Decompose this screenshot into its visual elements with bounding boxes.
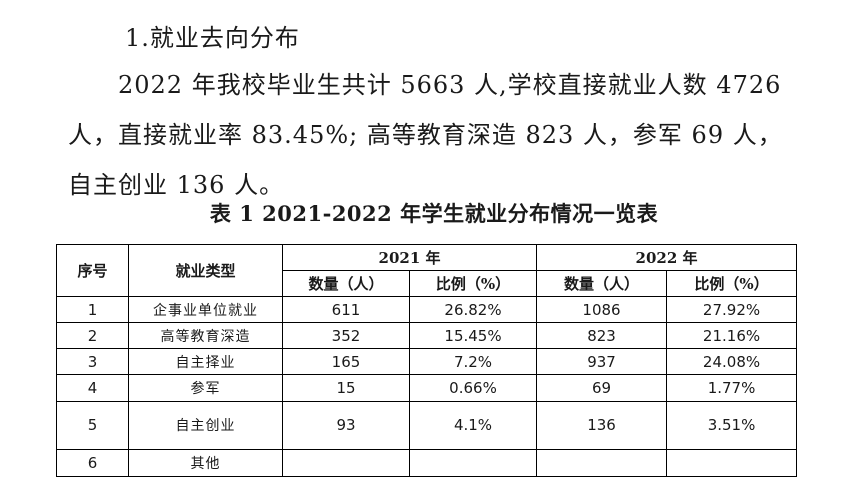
paragraph-line: 人，直接就业率 83.45%; 高等教育深造 823 人，参军 69 人， [68,121,783,149]
cell-no: 4 [56,374,129,402]
cell-ratio-2021: 7.2% [408,348,538,376]
table-row: 5 自主创业 93 4.1% 136 3.51% [56,400,798,450]
cell-count-2021: 611 [282,295,410,324]
cell-ratio-2021: 0.66% [408,374,538,402]
cell-type: 自主创业 [128,400,283,450]
cell-ratio-2021: 4.1% [408,400,538,450]
summary-paragraph: 2022 年我校毕业生共计 5663 人,学校直接就业人数 4726 人，直接就… [68,60,838,210]
cell-type: 自主择业 [128,348,283,376]
cell-ratio-2022: 27.92% [666,295,798,324]
cell-count-2022: 937 [536,348,668,376]
cell-type: 企事业单位就业 [128,295,283,324]
cell-ratio-2022 [666,448,798,478]
cell-type: 高等教育深造 [128,322,283,350]
cell-count-2022: 69 [536,374,668,402]
table-caption: 表 1 2021-2022 年学生就业分布情况一览表 [209,201,659,226]
cell-ratio-2022: 21.16% [666,322,798,350]
cell-ratio-2022: 3.51% [666,400,798,450]
table-row: 3 自主择业 165 7.2% 937 24.08% [56,348,798,376]
employment-table: 序号 就业类型 2021 年 2022 年 数量（人） 比例（%） 数量（人） … [56,244,798,478]
cell-count-2021: 15 [282,374,410,402]
cell-count-2021 [282,448,410,478]
header-count-2021: 数量（人） [282,270,410,297]
cell-count-2021: 93 [282,400,410,450]
header-ratio-2021: 比例（%） [408,270,538,297]
paragraph-line: 自主创业 136 人。 [68,171,285,199]
header-index: 序号 [56,244,129,297]
cell-ratio-2022: 24.08% [666,348,798,376]
cell-count-2022: 1086 [536,295,668,324]
cell-no: 2 [56,322,129,350]
cell-no: 3 [56,348,129,376]
table-row: 4 参军 15 0.66% 69 1.77% [56,374,798,402]
header-type: 就业类型 [128,244,283,297]
cell-ratio-2021: 15.45% [408,322,538,350]
cell-no: 5 [56,400,129,450]
header-ratio-2022: 比例（%） [666,270,798,297]
cell-count-2021: 165 [282,348,410,376]
cell-ratio-2022: 1.77% [666,374,798,402]
cell-count-2022 [536,448,668,478]
cell-no: 6 [56,448,129,478]
cell-ratio-2021 [408,448,538,478]
cell-type: 参军 [128,374,283,402]
header-count-2022: 数量（人） [536,270,668,297]
paragraph-line: 2022 年我校毕业生共计 5663 人,学校直接就业人数 4726 [118,71,782,99]
cell-no: 1 [56,295,129,324]
cell-count-2022: 823 [536,322,668,350]
header-year-2021: 2021 年 [281,244,538,271]
section-heading: 1.就业去向分布 [125,24,300,52]
cell-count-2021: 352 [282,322,410,350]
cell-count-2022: 136 [536,400,668,450]
cell-ratio-2021: 26.82% [408,295,538,324]
header-year-2022: 2022 年 [536,244,798,271]
table-row: 1 企事业单位就业 611 26.82% 1086 27.92% [56,295,798,324]
table-row: 6 其他 [56,448,798,478]
table-row: 2 高等教育深造 352 15.45% 823 21.16% [56,322,798,350]
cell-type: 其他 [128,448,283,478]
